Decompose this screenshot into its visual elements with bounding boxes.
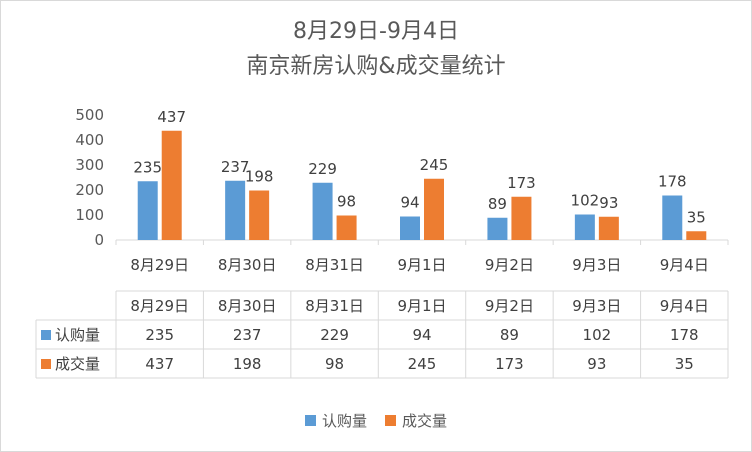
data-table-cell: 237 <box>233 326 262 344</box>
data-label: 98 <box>337 193 356 211</box>
y-tick-label: 0 <box>94 231 104 249</box>
bar-series-2 <box>686 231 707 240</box>
bar-series-2 <box>249 190 270 240</box>
data-table-cell: 173 <box>495 355 524 373</box>
data-table-cell: 89 <box>500 326 519 344</box>
y-tick-label: 300 <box>75 156 104 174</box>
bar-series-2 <box>161 130 182 240</box>
data-table-cell: 94 <box>412 326 431 344</box>
data-table-header-cell: 8月31日 <box>305 297 364 315</box>
data-label: 437 <box>157 108 186 126</box>
bar-series-2 <box>336 215 357 240</box>
bar-series-1 <box>487 217 508 240</box>
data-table-cell: 245 <box>408 355 437 373</box>
y-tick-label: 500 <box>75 106 104 124</box>
data-table-cell: 35 <box>675 355 694 373</box>
x-tick-label: 8月31日 <box>305 256 364 274</box>
data-table-cell: 93 <box>587 355 606 373</box>
bar-series-2 <box>424 178 444 240</box>
bar-series-2 <box>511 196 532 240</box>
data-table-header-cell: 8月30日 <box>218 297 277 315</box>
data-table-cell: 98 <box>325 355 344 373</box>
data-label: 173 <box>507 174 536 192</box>
x-tick-label: 9月1日 <box>397 256 446 274</box>
legend-label-series-1: 认购量 <box>321 412 367 430</box>
data-table-cell: 102 <box>583 326 612 344</box>
data-label: 245 <box>420 156 449 174</box>
x-tick-label: 8月29日 <box>130 256 189 274</box>
bar-series-1 <box>400 216 420 240</box>
bar-series-1 <box>137 181 158 240</box>
chart-title: 8月29日-9月4日 <box>293 19 459 44</box>
legend: 认购量 成交量 <box>0 410 752 431</box>
data-table-header-cell: 9月1日 <box>397 297 446 315</box>
legend-swatch-series-1 <box>304 415 316 426</box>
bar-series-1 <box>662 195 683 240</box>
data-label: 178 <box>658 173 687 191</box>
bar-series-1 <box>225 180 246 240</box>
legend-label-series-2: 成交量 <box>402 412 448 430</box>
bar-series-1 <box>574 214 595 240</box>
bar-series-1 <box>312 182 333 240</box>
x-tick-label: 8月30日 <box>218 256 277 274</box>
data-table-header-cell: 9月2日 <box>485 297 534 315</box>
data-table-cell: 198 <box>233 355 262 373</box>
data-table-cell: 229 <box>320 326 349 344</box>
x-tick-label: 9月4日 <box>660 256 709 274</box>
data-label: 35 <box>687 208 706 226</box>
y-tick-label: 200 <box>75 181 104 199</box>
data-table-legend-key <box>41 359 51 369</box>
data-label: 89 <box>488 195 507 213</box>
x-tick-label: 9月2日 <box>485 256 534 274</box>
data-label: 229 <box>308 160 337 178</box>
legend-item-series-2: 成交量 <box>385 410 447 431</box>
data-label: 235 <box>133 158 162 176</box>
data-table-header-cell: 8月29日 <box>130 297 189 315</box>
data-label: 94 <box>400 194 419 212</box>
data-label: 102 <box>571 192 600 210</box>
chart-subtitle: 南京新房认购&成交量统计 <box>246 54 506 79</box>
bar-series-2 <box>598 216 619 240</box>
data-table-cell: 178 <box>670 326 699 344</box>
legend-item-series-1: 认购量 <box>304 410 367 431</box>
data-table-legend-key <box>41 330 51 340</box>
data-label: 237 <box>221 158 250 176</box>
data-table-cell: 437 <box>145 355 174 373</box>
data-label: 198 <box>245 168 274 186</box>
x-tick-label: 9月3日 <box>572 256 621 274</box>
y-tick-label: 100 <box>75 206 104 224</box>
data-table-row-label: 成交量 <box>55 355 100 373</box>
data-table-header-cell: 9月3日 <box>572 297 621 315</box>
data-label: 93 <box>599 194 618 212</box>
legend-swatch-series-2 <box>385 415 396 426</box>
data-table-header-cell: 9月4日 <box>660 297 709 315</box>
data-table-cell: 235 <box>145 326 174 344</box>
y-tick-label: 400 <box>75 131 104 149</box>
data-table-row-label: 认购量 <box>55 326 100 344</box>
